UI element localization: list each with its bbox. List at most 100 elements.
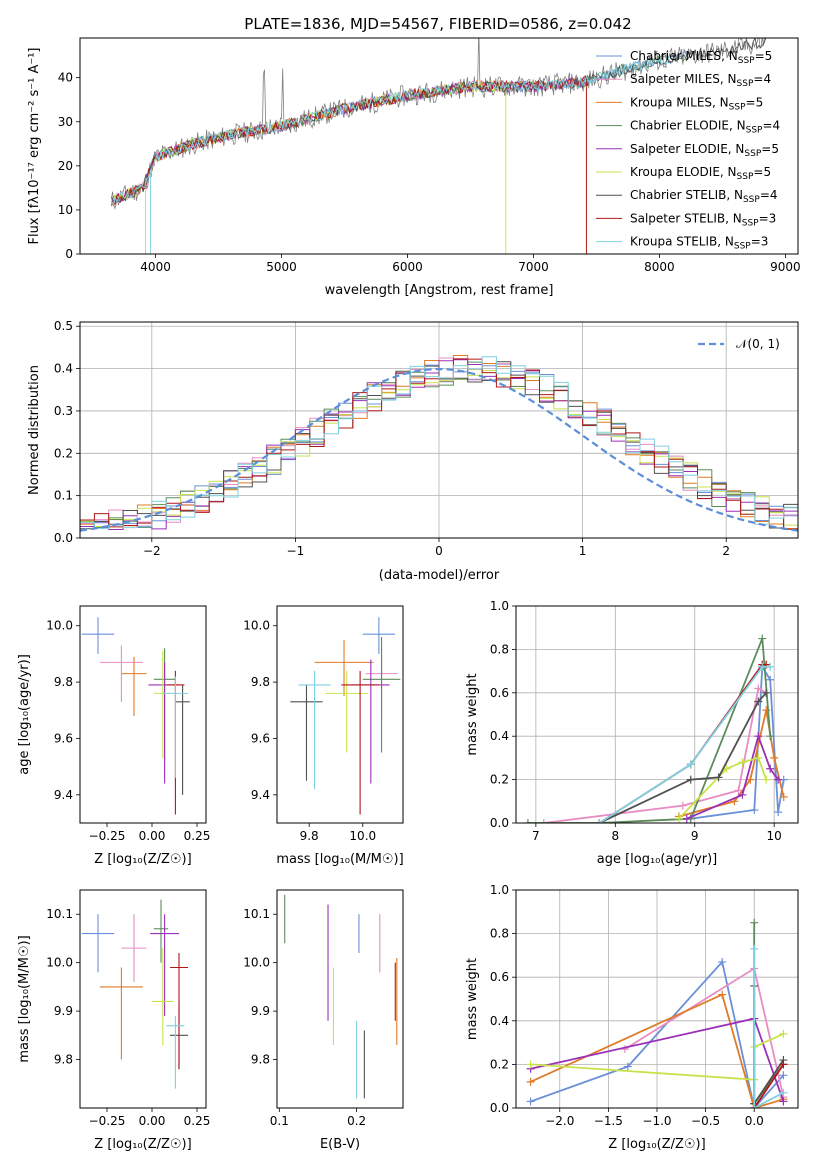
- mass-weight-line: [753, 948, 784, 1108]
- spectrum-model-line: [111, 79, 507, 254]
- y-tick-label: 40: [58, 71, 73, 85]
- legend-entry: Kroupa STELIB, NSSP=3: [630, 235, 768, 252]
- mass-vs-ebv-axes-plot: [284, 894, 398, 1099]
- x-tick-label: −0.5: [691, 1114, 720, 1128]
- x-tick-label: 4000: [140, 260, 171, 274]
- x-tick-label: 0.25: [184, 1114, 211, 1128]
- mass-weight-marker: [779, 1088, 788, 1097]
- residual-axes-plot: [80, 355, 798, 532]
- axes-frame: [515, 889, 799, 1109]
- mass-weight-marker: [766, 764, 775, 773]
- x-axis-label: E(B-V): [320, 1137, 360, 1152]
- mass-weight-line: [598, 665, 771, 823]
- y-tick-label: 0.0: [490, 1101, 509, 1115]
- mass-weight-z-axes: −2.0 −1.5 −1.0 −0.5 0.0 0.0 0.2 0.4 0.6 0.8 1.0 Z […: [465, 883, 799, 1152]
- spectrum-model-line: [111, 53, 685, 207]
- legend-entry: Salpeter ELODIE, NSSP=5: [630, 142, 779, 159]
- x-tick-label: 0.00: [139, 1114, 166, 1128]
- x-tick-label: −0.25: [89, 1114, 126, 1128]
- y-axis-label: age [log₁₀(age/yr)]: [17, 654, 32, 775]
- residual-histogram: [80, 361, 798, 530]
- mass-weight-marker: [766, 675, 775, 684]
- y-tick-label: 0.2: [54, 446, 73, 460]
- y-tick-label: 9.8: [251, 1053, 270, 1067]
- y-axis-label: mass [log₁₀(M/M☉)]: [17, 935, 32, 1062]
- age-vs-z-axes-plot: [81, 617, 190, 815]
- x-axis-label: (data-model)/error: [379, 568, 500, 583]
- legend-entry: Kroupa ELODIE, NSSP=5: [630, 165, 771, 182]
- mass-weight-marker: [526, 1077, 535, 1086]
- y-tick-label: 10.1: [46, 907, 73, 921]
- x-tick-label: 7000: [518, 260, 549, 274]
- axes-frame: [276, 605, 404, 824]
- x-tick-label: 0.2: [347, 1114, 366, 1128]
- y-tick-label: 0: [65, 247, 73, 261]
- axes-frame: [79, 605, 207, 824]
- x-tick-label: 0.0: [745, 1114, 764, 1128]
- mass-weight-marker: [758, 662, 767, 671]
- mass-weight-marker: [754, 732, 763, 741]
- mass-weight-z-axes-plot: [526, 918, 788, 1108]
- mass-weight-marker: [779, 792, 788, 801]
- mass-weight-marker: [526, 1060, 535, 1069]
- x-tick-label: −2: [143, 544, 161, 558]
- y-tick-label: 9.9: [54, 1004, 73, 1018]
- x-tick-label: 9: [691, 829, 699, 843]
- mass-weight-marker: [686, 760, 695, 769]
- y-axis-label: mass weight: [465, 958, 480, 1040]
- axes-frame: [79, 889, 207, 1109]
- y-axis-label: Flux [fλ10⁻¹⁷ erg cm⁻² s⁻¹ A⁻¹]: [27, 48, 42, 245]
- x-tick-label: 10: [767, 829, 782, 843]
- x-tick-label: 9.8: [300, 829, 319, 843]
- mass-vs-z-axes-plot: [81, 899, 188, 1089]
- x-tick-label: 6000: [392, 260, 423, 274]
- y-tick-label: 9.4: [54, 788, 73, 802]
- x-tick-label: 0.1: [270, 1114, 289, 1128]
- mass-weight-marker: [766, 732, 775, 741]
- y-tick-label: 1.0: [490, 599, 509, 613]
- mass-weight-marker: [762, 775, 771, 784]
- legend-entry: Chabrier STELIB, NSSP=4: [630, 188, 778, 205]
- mass-weight-line: [753, 1063, 785, 1108]
- mass-weight-marker: [750, 918, 759, 927]
- mass-weight-marker: [758, 634, 767, 643]
- y-tick-label: 10.0: [243, 956, 270, 970]
- y-tick-label: 0.4: [54, 362, 73, 376]
- mass-weight-line: [530, 993, 784, 1108]
- y-tick-label: 0.6: [490, 970, 509, 984]
- y-tick-label: 0.3: [54, 404, 73, 418]
- y-tick-label: 10.0: [243, 619, 270, 633]
- mass-weight-marker: [774, 808, 783, 817]
- spectrum-model-line: [111, 76, 587, 254]
- x-tick-label: 8000: [644, 260, 675, 274]
- y-tick-label: 20: [58, 159, 73, 173]
- y-tick-label: 0.0: [490, 816, 509, 830]
- y-tick-label: 10: [58, 203, 73, 217]
- legend-entry: Salpeter STELIB, NSSP=3: [630, 211, 776, 228]
- y-tick-label: 10.1: [243, 907, 270, 921]
- x-axis-label: Z [log₁₀(Z/Z☉)]: [94, 852, 191, 867]
- x-tick-label: −1.5: [594, 1114, 623, 1128]
- mass-weight-marker: [595, 819, 604, 823]
- mass-weight-age-axes-plot: [523, 634, 788, 823]
- mass-weight-line: [678, 709, 785, 818]
- x-tick-label: 10.0: [349, 829, 376, 843]
- y-tick-label: 1.0: [490, 883, 509, 897]
- mass-weight-marker: [779, 1097, 788, 1106]
- mass-weight-marker: [523, 819, 532, 823]
- y-tick-label: 0.8: [490, 927, 509, 941]
- y-axis-label: mass weight: [465, 673, 480, 755]
- residual-histogram: [80, 370, 798, 527]
- mass-weight-marker: [714, 773, 723, 782]
- x-axis-label: wavelength [Angstrom, rest frame]: [325, 283, 554, 298]
- legend-entry: Chabrier MILES, NSSP=5: [630, 49, 772, 66]
- y-tick-label: 9.8: [54, 1053, 73, 1067]
- mass-weight-line: [686, 733, 779, 820]
- x-tick-label: 8: [611, 829, 619, 843]
- spectrum-axes: 4000 5000 6000 7000 8000 9000 0 10 20 30 40 Chabrie…: [27, 37, 801, 298]
- y-tick-label: 0.4: [490, 1014, 509, 1028]
- y-tick-label: 9.6: [54, 731, 73, 745]
- legend-entry: Salpeter MILES, NSSP=4: [630, 72, 771, 89]
- mass-weight-marker: [754, 753, 763, 762]
- axes-frame: [79, 37, 799, 255]
